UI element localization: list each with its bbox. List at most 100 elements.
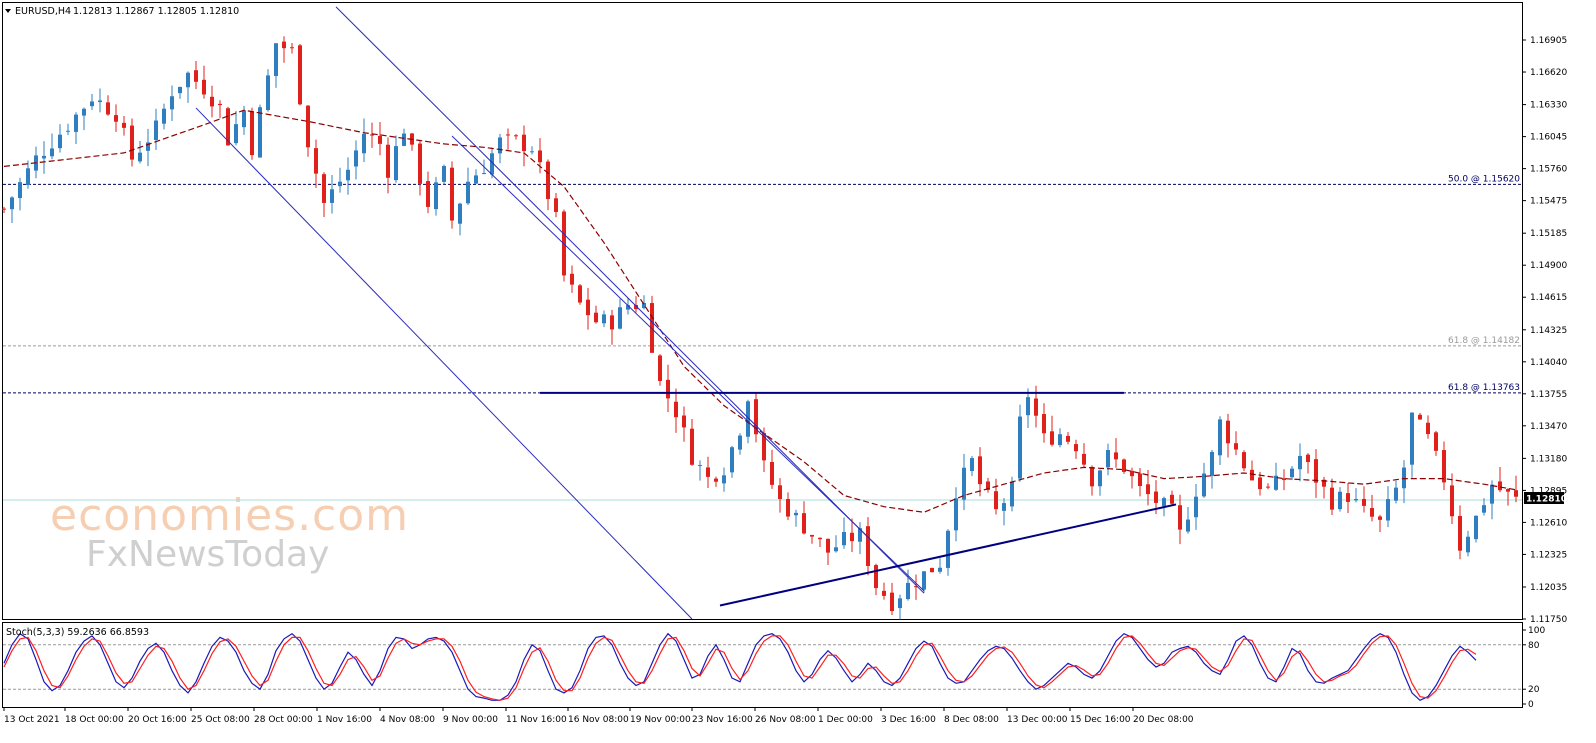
main-panel-frame xyxy=(2,2,1523,620)
candle-bull xyxy=(138,152,142,162)
candle-bear xyxy=(1306,454,1310,463)
candle-bull xyxy=(1002,503,1006,511)
candle-bear xyxy=(282,41,286,49)
candle-bull xyxy=(90,101,94,107)
candle-bull xyxy=(722,475,726,484)
candle-bull xyxy=(1490,484,1494,504)
time-tick-label: 26 Nov 08:00 xyxy=(755,715,816,725)
time-tick-label: 4 Nov 08:00 xyxy=(380,715,435,725)
candle-bear xyxy=(1314,459,1318,483)
candle-bear xyxy=(1170,494,1174,504)
candle-bull xyxy=(1058,434,1062,446)
candle-bull xyxy=(154,120,158,140)
candle-bull xyxy=(346,169,350,181)
price-tick-label: 1.14325 xyxy=(1530,326,1567,336)
candle-bull xyxy=(1354,498,1358,501)
candle-bear xyxy=(1250,469,1254,481)
candle-bear xyxy=(1266,486,1270,488)
stochastic-tick-label: 0 xyxy=(1528,700,1534,710)
trendline-channel-upper xyxy=(335,6,925,594)
candle-bear xyxy=(418,143,422,184)
candle-bear xyxy=(1370,508,1374,517)
candle-bull xyxy=(490,153,494,175)
candle-bull xyxy=(898,598,902,609)
candle-bear xyxy=(538,150,542,163)
candle-bull xyxy=(50,148,54,157)
time-tick-label: 11 Nov 16:00 xyxy=(506,715,567,725)
candle-bear xyxy=(874,565,878,589)
candle-bull xyxy=(746,401,750,437)
candle-bear xyxy=(1418,414,1422,420)
candle-bear xyxy=(802,513,806,534)
chart-header: EURUSD,H4 1.12813 1.12867 1.12805 1.1281… xyxy=(5,6,239,17)
time-tick-label: 1 Dec 00:00 xyxy=(818,715,873,725)
candle-bear xyxy=(586,299,590,316)
watermark-economies: economies.com xyxy=(50,490,409,541)
price-tick-label: 1.14900 xyxy=(1530,261,1567,271)
ohlc-values: 1.12813 1.12867 1.12805 1.12810 xyxy=(73,6,239,17)
candle-bear xyxy=(2,208,6,210)
candle-bear xyxy=(1282,478,1286,481)
candle-bull xyxy=(1482,505,1486,513)
candle-bull xyxy=(1098,470,1102,487)
candle-bear xyxy=(450,167,454,221)
candle-bear xyxy=(818,537,822,540)
candle-bear xyxy=(786,499,790,517)
candle-bear xyxy=(690,428,694,465)
candle-bear xyxy=(978,456,982,485)
trend-lines[interactable] xyxy=(195,6,1177,620)
candle-bear xyxy=(650,303,654,353)
candle-bull xyxy=(26,168,30,186)
candle-bull xyxy=(362,133,366,154)
time-axis: 13 Oct 2021 18 Oct 00:00 20 Oct 16:00 25 Oc… xyxy=(3,707,1194,725)
price-tick-label: 1.13470 xyxy=(1530,422,1567,432)
time-tick-label: 20 Dec 08:00 xyxy=(1133,715,1194,725)
candle-bear xyxy=(130,125,134,160)
price-tick-label: 1.11750 xyxy=(1530,615,1567,625)
candle-bull xyxy=(162,108,166,124)
price-tick-label: 1.16330 xyxy=(1530,101,1567,111)
candle-bear xyxy=(1178,505,1182,530)
candlestick-series xyxy=(2,36,1518,620)
candle-bear xyxy=(1258,477,1262,490)
candle-bull xyxy=(738,435,742,450)
candle-bear xyxy=(314,148,318,174)
time-tick-label: 18 Oct 00:00 xyxy=(65,715,124,725)
candle-bear xyxy=(1450,485,1454,517)
candle-bull xyxy=(402,133,406,146)
candle-bull xyxy=(1186,519,1190,532)
candle-bear xyxy=(370,134,374,136)
price-tick-label: 1.16905 xyxy=(1530,36,1567,46)
price-tick-label: 1.15760 xyxy=(1530,165,1567,175)
candle-bear xyxy=(914,586,918,588)
trendline-support xyxy=(719,503,1177,607)
candle-bull xyxy=(146,142,150,151)
candle-bear xyxy=(610,315,614,330)
trendline-channel-upper-ext xyxy=(451,135,925,592)
stochastic-axis: 100 80 20 0 xyxy=(1522,626,1545,710)
candle-bull xyxy=(394,146,398,181)
candle-bull xyxy=(178,86,182,94)
svg-text:1.12810: 1.12810 xyxy=(1526,495,1567,505)
candle-bull xyxy=(1106,450,1110,468)
price-tick-label: 1.12035 xyxy=(1530,583,1567,593)
candle-bear xyxy=(866,526,870,566)
stochastic-tick-label: 20 xyxy=(1528,685,1540,695)
dropdown-triangle-icon[interactable] xyxy=(5,9,11,13)
candle-bull xyxy=(458,203,462,224)
candle-bull xyxy=(42,155,46,159)
time-tick-label: 20 Oct 16:00 xyxy=(128,715,187,725)
candle-bear xyxy=(546,161,550,200)
candle-bull xyxy=(170,96,174,110)
candle-bear xyxy=(1050,431,1054,445)
candle-bull xyxy=(1474,515,1478,540)
candle-bear xyxy=(1082,453,1086,465)
candle-bear xyxy=(250,111,254,156)
candle-bull xyxy=(698,465,702,467)
candle-bear xyxy=(1034,398,1038,416)
candle-bull xyxy=(482,173,486,175)
candle-bull xyxy=(858,528,862,542)
candle-bull xyxy=(842,532,846,546)
time-tick-label: 13 Dec 00:00 xyxy=(1007,715,1068,725)
